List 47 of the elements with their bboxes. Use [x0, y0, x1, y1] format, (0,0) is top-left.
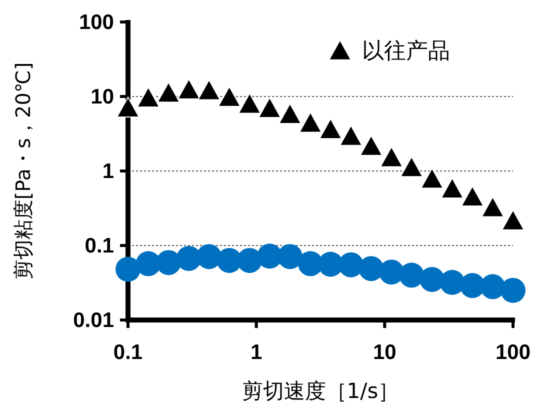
point	[156, 250, 182, 276]
y-tick-label: 10	[90, 86, 114, 108]
x-tick-label: 10	[372, 341, 396, 364]
point	[136, 251, 161, 276]
y-tick-label: 0.1	[84, 234, 114, 258]
point	[258, 97, 282, 118]
point	[440, 270, 465, 295]
point	[238, 92, 262, 114]
point	[176, 246, 202, 271]
x-axis-title: 剪切速度［1/s］	[242, 379, 400, 403]
point	[198, 79, 221, 100]
point	[500, 278, 526, 303]
point	[400, 156, 424, 178]
point	[319, 118, 342, 140]
point	[420, 266, 445, 292]
point	[460, 273, 485, 298]
point	[157, 82, 180, 103]
point	[116, 256, 140, 282]
point	[278, 244, 303, 270]
point	[116, 96, 140, 118]
point	[136, 86, 160, 108]
y-tick-label: 100	[78, 11, 114, 34]
point	[378, 260, 404, 285]
x-tick-label: 1	[250, 341, 262, 364]
point	[298, 112, 322, 133]
point	[196, 244, 222, 270]
point	[502, 210, 524, 230]
point	[177, 78, 200, 100]
y-tick-label: 0.01	[73, 309, 114, 332]
point	[218, 86, 241, 107]
point	[480, 274, 506, 300]
point	[481, 196, 504, 218]
point	[440, 178, 464, 198]
point	[460, 186, 484, 207]
point	[358, 256, 384, 282]
x-tick-label: 100	[495, 341, 531, 364]
point	[380, 146, 403, 168]
point	[339, 125, 362, 146]
y-tick-label: 1	[102, 160, 114, 183]
point	[420, 168, 444, 189]
point	[399, 262, 424, 288]
point	[237, 248, 262, 273]
point	[360, 135, 383, 156]
x-tick-label: 0.1	[113, 341, 143, 364]
legend-label: 以往产品	[362, 39, 450, 64]
y-axis-title: 剪切粘度[Pa・s，20℃]	[11, 62, 35, 280]
point	[278, 103, 302, 124]
